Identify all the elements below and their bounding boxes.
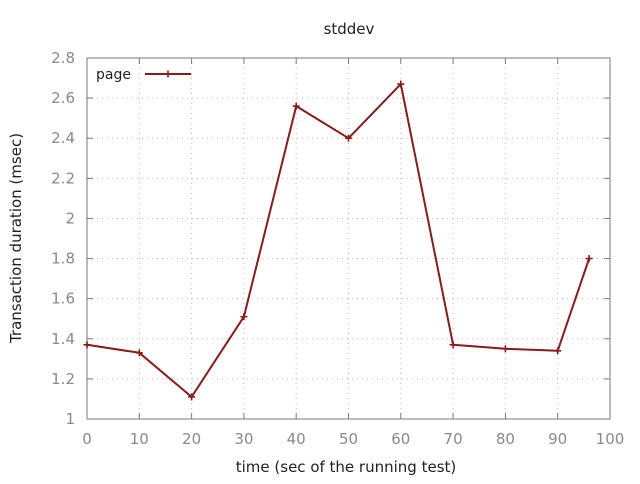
y-tick-label: 2.2 bbox=[51, 169, 75, 187]
data-point bbox=[585, 255, 593, 263]
y-tick-label: 1 bbox=[65, 410, 75, 428]
data-point bbox=[345, 134, 352, 142]
x-tick-label: 90 bbox=[548, 430, 567, 448]
x-tick-label: 20 bbox=[182, 430, 201, 448]
y-tick-label: 1.4 bbox=[51, 330, 75, 348]
y-tick-label: 1.8 bbox=[51, 250, 75, 268]
chart-title: stddev bbox=[324, 20, 375, 38]
y-axis-label: Transaction duration (msec) bbox=[7, 133, 25, 344]
series-line-page bbox=[86, 83, 591, 398]
y-tick-label: 2.8 bbox=[51, 49, 75, 67]
data-point bbox=[292, 102, 300, 110]
y-tick-label: 1.2 bbox=[51, 370, 75, 388]
data-point bbox=[501, 345, 509, 353]
axis-ticks: 0 10 20 30 40 50 60 70 80 90 100 1 1.2 1.4 1.6 1.8 2 2.2 2… bbox=[51, 49, 624, 448]
y-tick-label: 1.6 bbox=[51, 290, 75, 308]
x-tick-label: 70 bbox=[444, 430, 463, 448]
y-tick-label: 2.6 bbox=[51, 89, 75, 107]
x-axis-label: time (sec of the running test) bbox=[236, 458, 457, 476]
x-tick-label: 10 bbox=[130, 430, 149, 448]
x-tick-label: 60 bbox=[391, 430, 410, 448]
y-tick-label: 2 bbox=[65, 209, 75, 227]
x-tick-label: 30 bbox=[234, 430, 253, 448]
data-point bbox=[397, 80, 405, 88]
grid bbox=[87, 58, 610, 419]
data-point bbox=[240, 313, 248, 321]
y-tick-label: 2.4 bbox=[51, 129, 75, 147]
x-tick-label: 80 bbox=[496, 430, 515, 448]
legend: page bbox=[96, 67, 191, 83]
data-point bbox=[135, 349, 143, 357]
data-point bbox=[83, 341, 91, 349]
data-point bbox=[188, 393, 196, 401]
data-point bbox=[554, 347, 562, 355]
x-tick-label: 0 bbox=[82, 430, 92, 448]
legend-label: page bbox=[96, 67, 131, 83]
x-tick-label: 50 bbox=[339, 430, 358, 448]
series-layer bbox=[83, 80, 593, 401]
x-tick-label: 100 bbox=[596, 430, 625, 448]
x-tick-label: 40 bbox=[287, 430, 306, 448]
data-point bbox=[449, 341, 457, 349]
